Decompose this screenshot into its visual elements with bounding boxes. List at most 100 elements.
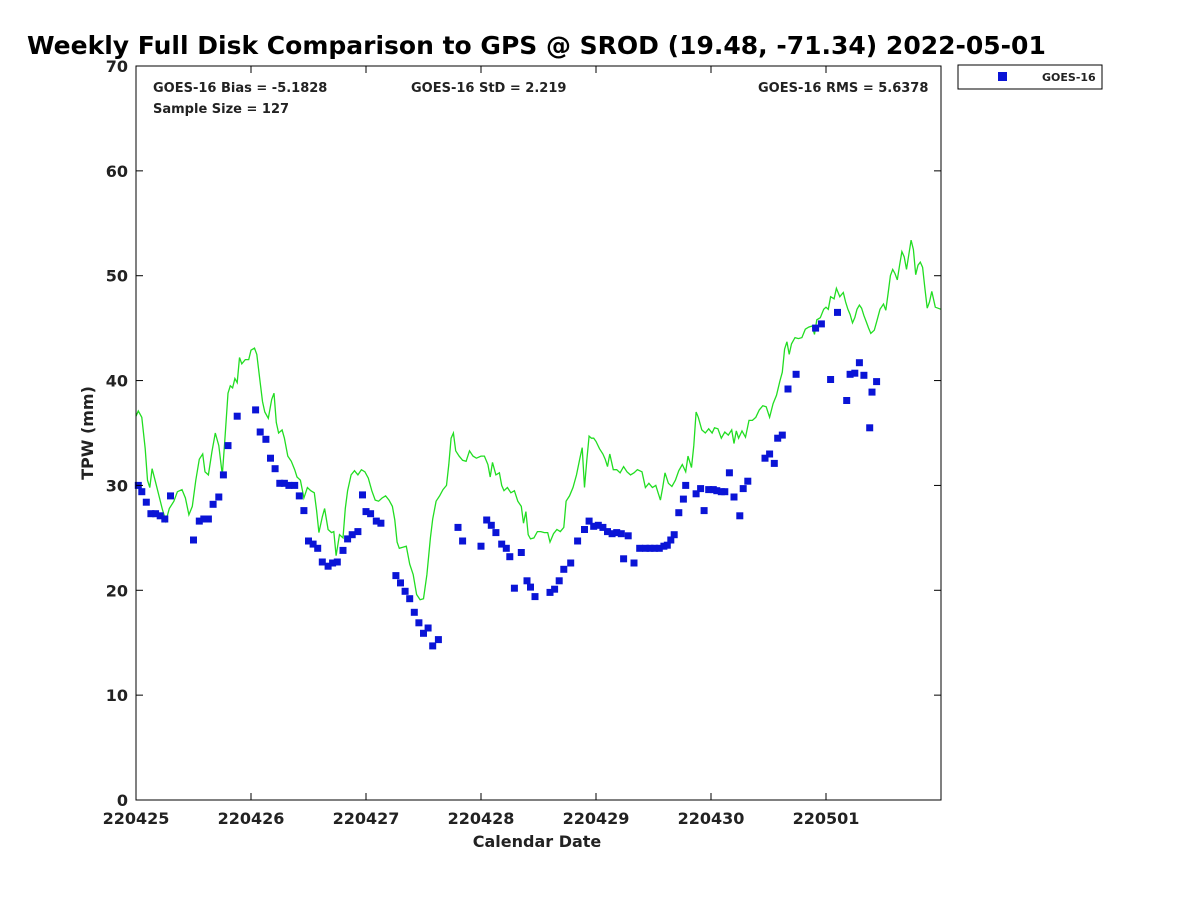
goes16-point bbox=[224, 442, 232, 450]
goes16-point bbox=[784, 385, 792, 393]
goes16-point bbox=[362, 508, 370, 516]
goes16-point bbox=[599, 523, 607, 531]
goes16-point bbox=[483, 516, 491, 524]
legend-marker-goes16 bbox=[998, 72, 1007, 81]
stat-bias: GOES-16 Bias = -5.1828 bbox=[153, 81, 327, 96]
goes16-point bbox=[792, 370, 800, 378]
goes16-point bbox=[314, 544, 322, 552]
goes16-point bbox=[581, 526, 588, 533]
x-tick-label: 220425 bbox=[103, 809, 170, 828]
y-axis-ticks: 0 10 20 30 40 50 60 70 bbox=[106, 57, 941, 810]
goes16-point bbox=[377, 519, 385, 527]
goes16-point bbox=[655, 544, 663, 552]
goes16-point bbox=[291, 481, 299, 489]
goes16-point bbox=[851, 369, 859, 377]
plot-area-frame bbox=[135, 65, 942, 801]
x-tick-label: 220428 bbox=[448, 809, 515, 828]
goes16-point bbox=[215, 493, 223, 501]
goes16-point bbox=[636, 544, 644, 552]
goes16-point bbox=[367, 510, 375, 518]
goes16-point bbox=[477, 542, 485, 550]
goes16-point bbox=[506, 553, 514, 561]
goes16-point bbox=[873, 378, 881, 386]
y-tick-label: 50 bbox=[106, 267, 128, 286]
goes16-point bbox=[774, 434, 782, 442]
goes16-point bbox=[700, 507, 708, 515]
goes16-point bbox=[156, 512, 164, 520]
goes16-point bbox=[339, 546, 347, 554]
x-tick-label: 220430 bbox=[678, 809, 745, 828]
y-tick-label: 20 bbox=[106, 581, 128, 600]
y-tick-label: 40 bbox=[106, 372, 128, 391]
goes16-point bbox=[256, 428, 264, 436]
goes16-point bbox=[200, 515, 208, 523]
y-tick-label: 60 bbox=[106, 162, 128, 181]
goes16-point bbox=[778, 431, 786, 439]
y-tick-label: 30 bbox=[106, 476, 128, 495]
y-tick-label: 10 bbox=[106, 686, 128, 705]
goes16-point bbox=[167, 492, 174, 500]
goes16-point bbox=[333, 558, 341, 566]
goes16-point bbox=[271, 465, 279, 473]
x-axis-ticks: 220425 220426 220427 220428 220429 220430 2205… bbox=[103, 66, 859, 828]
goes16-series-layer bbox=[134, 308, 881, 650]
goes16-point bbox=[415, 619, 423, 627]
goes16-point bbox=[204, 515, 212, 523]
goes16-point bbox=[498, 540, 506, 548]
legend: GOES-16 bbox=[957, 64, 1103, 90]
stat-std: GOES-16 StD = 2.219 bbox=[411, 81, 566, 96]
goes16-point bbox=[252, 406, 260, 414]
stat-sample-size: Sample Size = 127 bbox=[153, 102, 289, 117]
goes16-point bbox=[219, 471, 227, 479]
goes16-point bbox=[517, 549, 525, 556]
goes16-point bbox=[624, 532, 632, 540]
goes16-point bbox=[697, 485, 705, 493]
goes16-point bbox=[492, 529, 500, 537]
goes16-point bbox=[721, 488, 729, 496]
goes16-point bbox=[285, 481, 293, 489]
goes16-point bbox=[679, 495, 687, 503]
goes16-point bbox=[670, 531, 678, 539]
goes16-point bbox=[359, 491, 366, 499]
goes16-point bbox=[630, 559, 638, 567]
goes16-point bbox=[502, 544, 510, 552]
goes16-point bbox=[608, 530, 616, 538]
goes16-point bbox=[454, 523, 462, 531]
goes16-point bbox=[329, 559, 337, 567]
goes16-point bbox=[305, 537, 312, 545]
goes16-point bbox=[613, 529, 621, 537]
goes16-point bbox=[705, 486, 713, 494]
goes16-point bbox=[667, 536, 675, 544]
legend-box bbox=[957, 64, 1103, 90]
goes16-point bbox=[675, 509, 683, 517]
y-tick-label: 70 bbox=[106, 57, 128, 76]
goes16-point bbox=[309, 540, 317, 548]
goes16-point bbox=[761, 454, 769, 462]
goes16-point bbox=[147, 510, 155, 518]
goes16-point bbox=[527, 583, 534, 591]
goes16-point bbox=[344, 535, 352, 543]
goes16-point bbox=[866, 424, 874, 432]
goes16-point bbox=[138, 488, 146, 496]
goes16-point bbox=[846, 370, 854, 378]
goes16-point bbox=[510, 584, 518, 592]
goes16-point bbox=[410, 608, 418, 616]
goes16-point bbox=[770, 459, 778, 467]
goes16-point bbox=[372, 517, 380, 525]
goes16-point bbox=[555, 577, 563, 585]
goes16-point bbox=[487, 521, 495, 529]
goes16-point bbox=[817, 320, 825, 328]
goes16-point bbox=[546, 588, 554, 596]
goes16-point bbox=[620, 555, 628, 563]
goes16-point bbox=[744, 477, 752, 485]
x-tick-label: 220426 bbox=[218, 809, 285, 828]
goes16-point bbox=[324, 562, 332, 570]
goes16-point bbox=[682, 481, 690, 489]
goes16-point bbox=[348, 531, 356, 539]
goes16-point bbox=[152, 510, 160, 518]
goes16-point bbox=[646, 544, 654, 552]
goes16-point bbox=[459, 537, 467, 545]
x-tick-label: 220429 bbox=[563, 809, 630, 828]
goes16-point bbox=[300, 507, 308, 515]
